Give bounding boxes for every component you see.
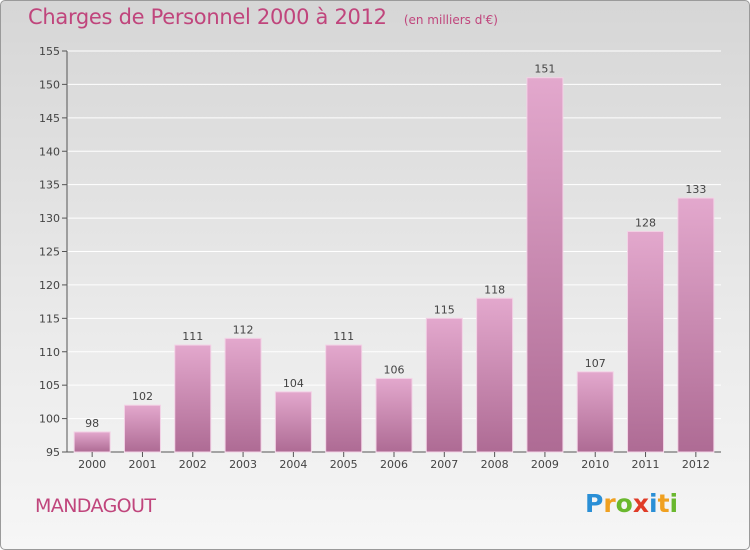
- bar: [375, 377, 413, 453]
- bar: [526, 77, 564, 453]
- y-tick-label: 115: [39, 312, 60, 325]
- town-name: MANDAGOUT: [35, 495, 156, 517]
- bar: [224, 337, 262, 453]
- bar-value-label: 98: [85, 417, 99, 430]
- bar-value-label: 151: [534, 63, 555, 76]
- logo-letter: x: [632, 489, 649, 518]
- bar: [627, 230, 665, 453]
- bar: [576, 371, 614, 453]
- y-tick-label: 135: [39, 179, 60, 192]
- x-tick-label: 2005: [330, 458, 358, 471]
- bar: [73, 431, 111, 453]
- logo-letter: i: [669, 489, 679, 518]
- x-tick-label: 2006: [380, 458, 408, 471]
- bar-value-label: 118: [484, 283, 505, 296]
- x-tick-label: 2010: [581, 458, 609, 471]
- bar-value-label: 115: [434, 303, 455, 316]
- x-tick-label: 2003: [229, 458, 257, 471]
- chart-title: Charges de Personnel 2000 à 2012: [28, 5, 387, 29]
- logo-letter: t: [657, 489, 670, 518]
- x-tick-label: 2000: [78, 458, 106, 471]
- proxiti-logo: Proxiti: [585, 489, 678, 518]
- title-block: Charges de Personnel 2000 à 2012 (en mil…: [28, 5, 498, 29]
- x-tick-label: 2011: [632, 458, 660, 471]
- bar-value-label: 106: [384, 363, 405, 376]
- bar-value-label: 104: [283, 377, 304, 390]
- y-tick-label: 105: [39, 379, 60, 392]
- bar: [476, 297, 514, 453]
- y-tick-label: 100: [39, 413, 60, 426]
- chart-subtitle: (en milliers d'€): [403, 13, 498, 27]
- logo-letter: i: [649, 489, 658, 518]
- bar: [274, 391, 312, 453]
- bar-value-label: 111: [182, 330, 203, 343]
- x-tick-label: 2002: [179, 458, 207, 471]
- y-tick-label: 145: [39, 112, 60, 125]
- x-tick-label: 2009: [531, 458, 559, 471]
- x-tick-label: 2007: [430, 458, 458, 471]
- bar: [325, 344, 363, 453]
- y-tick-label: 110: [39, 346, 60, 359]
- y-tick-label: 140: [39, 145, 60, 158]
- y-tick-label: 150: [39, 78, 60, 91]
- y-tick-label: 95: [46, 446, 60, 459]
- bar: [174, 344, 212, 453]
- y-tick-label: 130: [39, 212, 60, 225]
- y-tick-label: 125: [39, 246, 60, 259]
- y-tick-label: 120: [39, 279, 60, 292]
- logo-letter: r: [603, 489, 616, 518]
- x-tick-label: 2001: [128, 458, 156, 471]
- y-tick-label: 155: [39, 45, 60, 58]
- logo-letter: o: [615, 489, 633, 518]
- bar-value-label: 107: [585, 357, 606, 370]
- bar-value-label: 102: [132, 390, 153, 403]
- x-tick-label: 2008: [481, 458, 509, 471]
- bar-value-label: 133: [685, 183, 706, 196]
- bar: [123, 404, 161, 453]
- logo-letter: P: [585, 489, 604, 518]
- x-tick-label: 2012: [682, 458, 710, 471]
- bar-value-label: 111: [333, 330, 354, 343]
- bar: [425, 317, 463, 453]
- bar: [677, 197, 715, 453]
- bar-value-label: 128: [635, 216, 656, 229]
- bar-value-label: 112: [233, 323, 254, 336]
- x-tick-label: 2004: [279, 458, 307, 471]
